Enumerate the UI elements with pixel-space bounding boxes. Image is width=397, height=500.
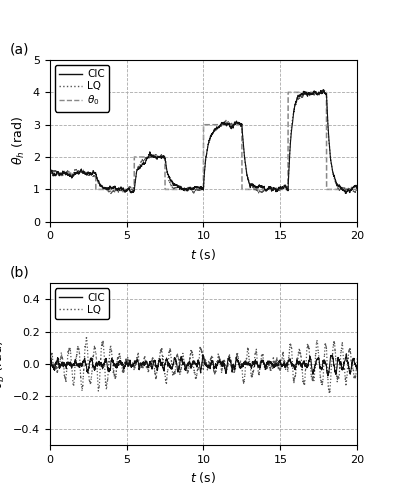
Y-axis label: $\theta_h$ (rad): $\theta_h$ (rad) <box>11 116 27 166</box>
X-axis label: $t$ (s): $t$ (s) <box>191 247 216 262</box>
Legend: CIC, LQ: CIC, LQ <box>55 288 109 319</box>
Text: (a): (a) <box>10 43 29 57</box>
Legend: CIC, LQ, $\theta_0$: CIC, LQ, $\theta_0$ <box>55 65 109 112</box>
Text: (b): (b) <box>10 266 29 280</box>
Y-axis label: $\theta_b$ (rad): $\theta_b$ (rad) <box>0 340 7 388</box>
X-axis label: $t$ (s): $t$ (s) <box>191 470 216 486</box>
